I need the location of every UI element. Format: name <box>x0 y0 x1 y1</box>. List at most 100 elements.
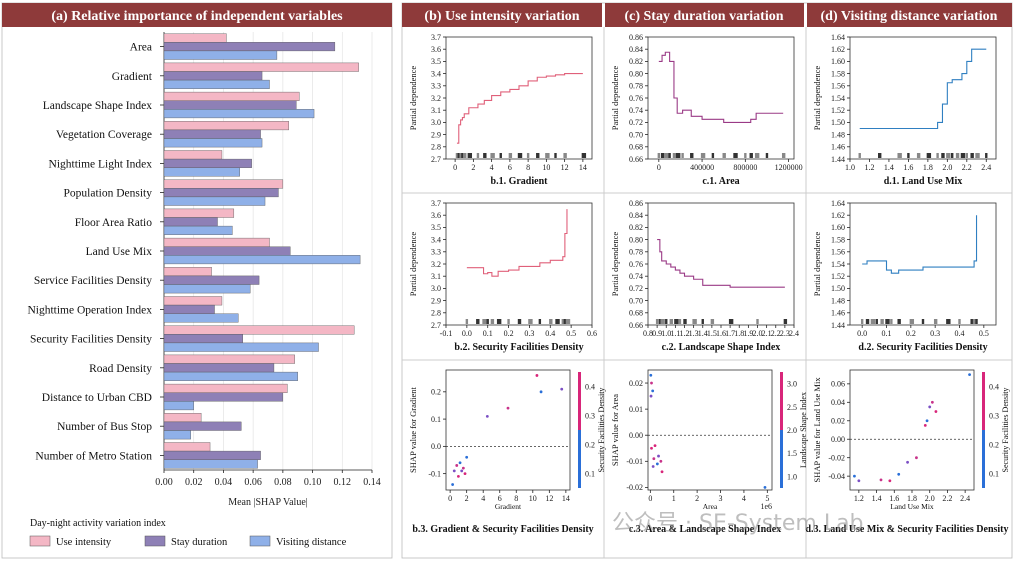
bar-stay-duration <box>163 304 215 314</box>
panel-b-title: (b) Use intensity variation <box>424 9 579 24</box>
y-tick-label: 0.70 <box>629 296 643 305</box>
scatter-point <box>649 394 653 398</box>
subplot-0-2: -0.1 0.0 0.1 0.2 0 2 4 6 8 10 12 14 SHAP value for G… <box>408 369 606 535</box>
x-tick-label: 8 <box>526 163 530 172</box>
y-tick-label: 0.84 <box>629 45 643 54</box>
category-label: Vegetation Coverage <box>56 129 152 141</box>
x-tick-label: 0 <box>448 494 452 503</box>
y-tick-label: 3.1 <box>431 106 441 115</box>
x-tick-label: 6 <box>508 163 512 172</box>
plot-frame <box>849 369 975 491</box>
scatter-point <box>853 474 856 478</box>
scatter-point <box>560 387 564 391</box>
x-tick-label: 0 <box>648 494 652 503</box>
rug-mark <box>555 319 560 324</box>
y-tick-label: -0.1 <box>428 469 441 478</box>
bar-use-intensity <box>163 62 359 72</box>
panel-bcd-frame <box>401 2 1013 559</box>
x-tick-label: 1.9 <box>743 329 753 338</box>
y-tick-label: 1.50 <box>831 118 845 127</box>
x-tick-label: 400000 <box>690 163 714 172</box>
pd-line <box>657 239 785 288</box>
subplot-title: d.1. Land Use Mix <box>884 176 963 187</box>
panel-c-header <box>605 3 804 27</box>
x-tick-label: 2.2 <box>962 163 972 172</box>
bar-use-intensity <box>163 208 235 218</box>
rug-mark <box>678 319 682 324</box>
y-tick-label: 0.66 <box>629 155 643 164</box>
x-tick-label: 0.3 <box>524 329 534 338</box>
scatter-point <box>888 479 892 483</box>
scatter-point <box>930 400 934 404</box>
x-tick-label: 1.7 <box>725 329 735 338</box>
colorbar-tick-label: 2.0 <box>787 426 797 435</box>
scatter-point <box>651 389 655 393</box>
y-tick-label: 2.9 <box>431 130 441 139</box>
x-tick-label: 0.9 <box>652 329 662 338</box>
scatter-point <box>915 456 918 460</box>
bar-use-intensity <box>163 325 355 335</box>
x-tick-label: 2 <box>695 494 699 503</box>
rug-mark <box>858 153 861 158</box>
y-tick-label: 3.3 <box>431 82 441 91</box>
rug-mark <box>700 153 706 158</box>
y-tick-label: 2.7 <box>431 155 441 164</box>
x-tick-label: 2.2 <box>942 494 952 503</box>
colorbar-high <box>982 372 985 430</box>
y-tick-label: 0.68 <box>629 309 643 318</box>
bar-stay-duration <box>163 392 284 402</box>
scatter-point <box>657 454 660 458</box>
x-tick-label: 2.4 <box>960 494 970 503</box>
x-tick-label: 0.5 <box>979 329 989 338</box>
colorbar-label: Security Facilities Density <box>1001 388 1010 473</box>
x-tick-label: 0.6 <box>587 329 597 338</box>
rug-mark <box>970 319 974 324</box>
y-tick-label: 0.66 <box>629 321 643 330</box>
bar-stay-duration <box>163 363 275 373</box>
y-tick-label: 0.1 <box>431 415 441 424</box>
y-tick-label: 1.52 <box>831 106 845 115</box>
panel-a-header <box>2 3 392 27</box>
rug-mark <box>528 319 533 324</box>
bar-stay-duration <box>163 188 279 198</box>
category-label: Gradient <box>112 71 153 83</box>
scatter-point <box>457 474 460 478</box>
panel-b-header <box>402 3 602 27</box>
subplot-0-1: 2.7 2.8 2.9 3.0 3.1 3.2 3.3 3.4 3.5 3.6 3.7 -0.1 0.0… <box>408 199 597 353</box>
rug-mark <box>545 153 550 158</box>
rug-mark <box>933 319 938 324</box>
y-tick-label: 3.7 <box>431 199 441 208</box>
y-axis-label: Partial dependence <box>610 66 620 131</box>
x-tick-label: 2.0 <box>925 494 935 503</box>
colorbar-tick-label: 0.2 <box>989 441 999 450</box>
plot-frame <box>647 369 773 491</box>
bar-visiting-distance <box>163 459 258 469</box>
x-tick-label: 0.02 <box>185 477 203 488</box>
y-tick-label: 0.76 <box>629 260 643 269</box>
subplot-title: d.3. Land Use Mix & Security Facilities … <box>805 524 1008 535</box>
rug-mark <box>490 319 495 324</box>
pd-line <box>466 209 568 277</box>
y-tick-label: 0.04 <box>831 398 845 407</box>
x-tick-label: 0.14 <box>363 477 381 488</box>
scatter-point <box>928 405 932 409</box>
rug-mark <box>657 153 661 158</box>
y-tick-label: 0.86 <box>629 33 643 42</box>
pd-line <box>859 48 987 130</box>
y-axis-label: Partial dependence <box>408 232 418 297</box>
y-tick-label: 0.02 <box>831 417 845 426</box>
colorbar-low <box>982 430 985 488</box>
rug-mark <box>975 153 980 158</box>
x-tick-label: 1.2 <box>864 163 874 172</box>
y-tick-label: 0.82 <box>629 223 643 232</box>
rug-mark <box>554 153 557 158</box>
rug-mark <box>865 319 870 324</box>
bar-use-intensity <box>163 179 284 189</box>
colorbar-tick-label: 0.2 <box>585 441 595 450</box>
rug-mark <box>909 319 915 324</box>
scatter-point <box>451 483 455 486</box>
rug-mark <box>483 153 487 158</box>
rug-mark <box>457 153 461 158</box>
rug-mark <box>536 153 540 158</box>
